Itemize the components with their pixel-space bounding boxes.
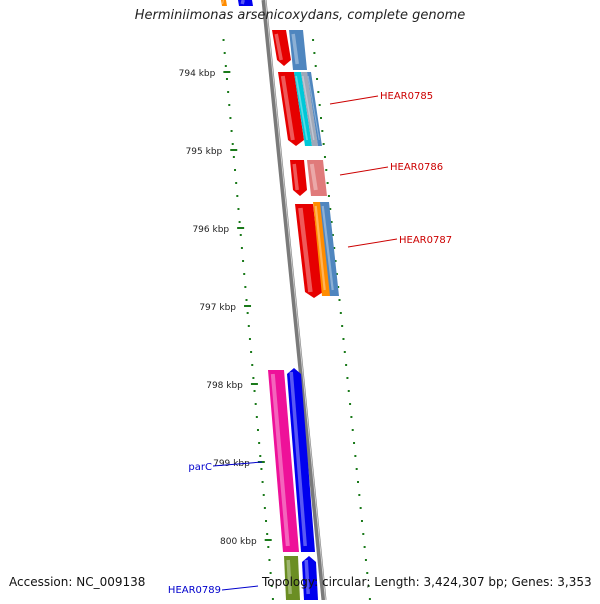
gene-label: HEAR0789 <box>168 585 221 596</box>
ruler-tick-label: 798 kbp <box>206 381 243 391</box>
gene-arrow-orange-top-shade <box>221 0 225 5</box>
gene-arrow-blue-shade <box>304 559 310 595</box>
gene-arrow-blue-shade <box>289 371 307 547</box>
gene-arrow-steelblue <box>289 30 307 70</box>
gene-arrow-cyan <box>294 72 312 146</box>
backbone-line <box>261 0 327 601</box>
gene-arrow-salmon <box>307 160 327 196</box>
gene-arrow-blue-top-shade <box>240 0 245 5</box>
gene-arrow-red <box>278 72 304 146</box>
gene-arrow-red-shade <box>280 75 295 141</box>
gene-arrow-salmon-shade <box>309 163 318 191</box>
gene-leader-line <box>347 238 398 248</box>
gene-leader-line <box>339 166 389 176</box>
gene-label: HEAR0787 <box>399 235 452 246</box>
gene-arrow-grey <box>301 72 318 146</box>
gene-label: parC <box>188 462 212 473</box>
gene-arrow-cyan-shade <box>295 75 308 141</box>
gene-label: HEAR0786 <box>390 162 443 173</box>
gene-arrow-red <box>295 204 323 298</box>
gene-arrow-red-shade <box>298 207 313 293</box>
gene-arrow-magenta-shade <box>270 373 290 547</box>
gene-leader-line <box>212 461 263 467</box>
gene-arrow-orange-top <box>221 0 227 6</box>
gene-arrow-red-shade <box>274 33 283 61</box>
gene-arrow-olive <box>284 556 300 600</box>
ruler-tick-label: 795 kbp <box>186 147 223 157</box>
gene-arrow-steelblue <box>307 72 322 146</box>
gene-arrow-blue <box>287 368 315 552</box>
gene-arrow-steelblue-shade <box>321 205 334 291</box>
gene-arrow-grey-shade <box>302 75 315 141</box>
backbone-highlight <box>265 0 326 601</box>
ruler-tick-label: 794 kbp <box>179 69 216 79</box>
gene-arrow-red <box>290 160 307 196</box>
gene-arrow-steelblue-shade <box>307 75 320 141</box>
gene-leader-line <box>221 585 259 591</box>
ruler-tick-label: 796 kbp <box>192 225 229 235</box>
gene-arrow-red-shade <box>292 163 299 191</box>
gene-leader-line <box>329 95 379 105</box>
gene-arrow-olive-shade <box>286 559 292 595</box>
ruler-tick-label: 797 kbp <box>199 303 236 313</box>
gene-arrow-blue-top <box>238 0 253 6</box>
gene-arrow-magenta <box>268 370 299 552</box>
gene-arrow-steelblue <box>320 202 339 296</box>
gene-arrow-orange <box>313 202 331 296</box>
ruler-tick-label: 800 kbp <box>220 537 257 547</box>
gene-arrow-red <box>272 30 291 66</box>
gene-arrow-blue <box>302 556 318 600</box>
gene-arrow-orange-shade <box>314 205 326 291</box>
topology-label: Topology: circular; Length: 3,424,307 bp… <box>262 575 592 589</box>
page-title: Herminiimonas arsenicoxydans, complete g… <box>134 8 466 23</box>
gene-arrow-steelblue-shade <box>291 33 299 65</box>
accession-label: Accession: NC_009138 <box>9 575 146 589</box>
gene-label: HEAR0785 <box>380 91 433 102</box>
